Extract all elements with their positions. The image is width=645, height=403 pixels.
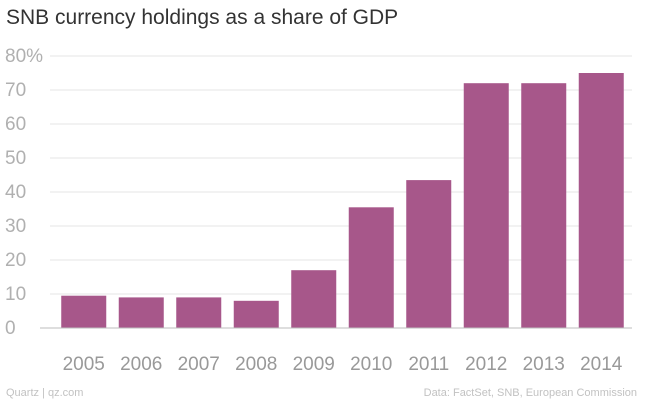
bar-2013 <box>521 83 567 328</box>
x-tick-label: 2011 <box>408 354 449 375</box>
y-tick-label: 70 <box>5 80 26 101</box>
bar-2010 <box>348 207 394 328</box>
x-tick-label: 2009 <box>293 354 335 375</box>
y-tick-label: 80% <box>5 46 43 67</box>
bar-2006 <box>118 297 164 328</box>
bar-2014 <box>578 73 624 328</box>
x-tick-label: 2008 <box>235 354 277 375</box>
y-tick-label: 40 <box>5 182 26 203</box>
x-tick-label: 2014 <box>580 354 623 375</box>
y-tick-label: 30 <box>5 216 26 237</box>
bar-2011 <box>406 180 452 328</box>
y-tick-label: 0 <box>5 318 16 339</box>
x-tick-label: 2010 <box>350 354 392 375</box>
bar-2008 <box>233 300 279 328</box>
x-tick-label: 2012 <box>465 354 507 375</box>
x-tick-label: 2013 <box>523 354 565 375</box>
bar-2007 <box>176 297 222 328</box>
y-tick-label: 20 <box>5 250 26 271</box>
footer-source: Data: FactSet, SNB, European Commission <box>423 387 637 399</box>
x-tick-label: 2007 <box>178 354 220 375</box>
footer-credit: Quartz | qz.com <box>6 387 84 399</box>
y-tick-label: 50 <box>5 148 26 169</box>
chart-title: SNB currency holdings as a share of GDP <box>6 6 399 29</box>
x-tick-label: 2005 <box>63 354 105 375</box>
bars <box>61 73 624 328</box>
y-axis-ticks: 0 10 20 30 40 50 60 70 80% <box>5 46 43 339</box>
y-tick-label: 60 <box>5 114 26 135</box>
x-axis-ticks: 2005 2006 2007 2008 2009 2010 2011 2012 2013 2014 <box>63 354 623 375</box>
y-tick-label: 10 <box>5 284 26 305</box>
x-tick-label: 2006 <box>120 354 162 375</box>
bar-2005 <box>61 295 107 328</box>
bar-2009 <box>291 270 337 328</box>
bar-2012 <box>463 83 509 328</box>
